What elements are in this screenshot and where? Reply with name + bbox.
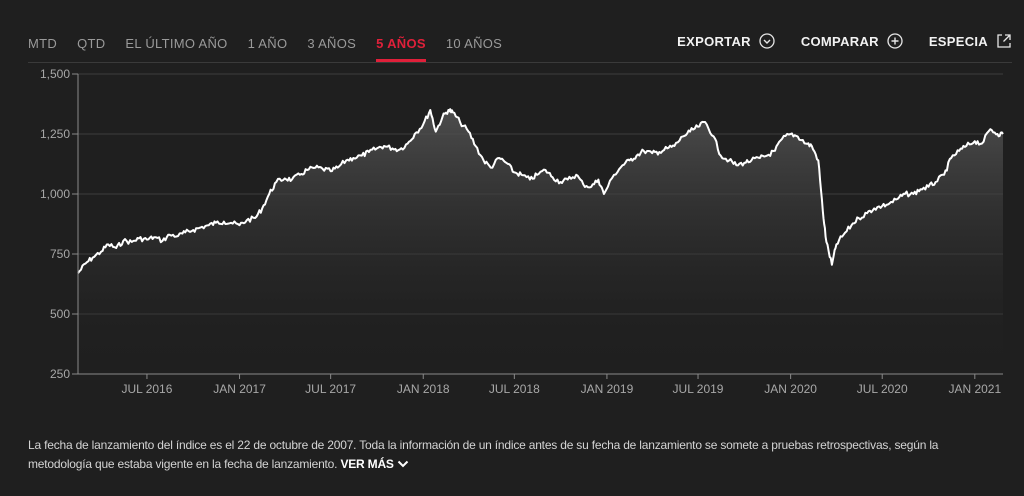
specs-button[interactable]: ESPECIA — [929, 33, 1012, 49]
tab-3y[interactable]: 3 AÑOS — [307, 36, 357, 51]
x-tick-label: JUL 2018 — [489, 382, 540, 396]
see-more-button[interactable]: VER MÁS — [340, 457, 409, 471]
disclaimer: La fecha de lanzamiento del índice es el… — [28, 436, 996, 474]
price-chart: 250 500 750 1,000 1,250 1,500 JUL 2016 JAN 2017… — [40, 67, 1004, 396]
x-tick-label: JAN 2020 — [764, 382, 817, 396]
external-link-icon — [996, 33, 1012, 49]
export-button[interactable]: EXPORTAR — [677, 33, 775, 49]
specs-label: ESPECIA — [928, 33, 988, 49]
toolbar-divider — [28, 62, 1012, 63]
tab-1y[interactable]: 1 AÑO — [247, 36, 288, 51]
compare-label: COMPARAR — [800, 33, 879, 49]
y-tick-label: 250 — [50, 367, 70, 381]
x-tick-label: JAN 2018 — [397, 382, 450, 396]
chart-actions: EXPORTAR COMPARAR ESPECIA — [677, 33, 1012, 49]
x-tick-label: JUL 2019 — [673, 382, 724, 396]
plus-circle-icon — [887, 33, 903, 49]
x-tick-label: JUL 2016 — [121, 382, 172, 396]
x-tick-label: JAN 2019 — [581, 382, 634, 396]
x-tick-label: JUL 2020 — [857, 382, 908, 396]
chevron-down-icon — [397, 460, 409, 468]
y-tick-label: 500 — [50, 307, 70, 321]
compare-button[interactable]: COMPARAR — [801, 33, 903, 49]
y-tick-label: 1,500 — [40, 67, 70, 81]
y-tick-label: 1,250 — [40, 127, 70, 141]
tab-ytd[interactable]: EL ÚLTIMO AÑO — [125, 36, 228, 51]
y-tick-label: 750 — [50, 247, 70, 261]
x-tick-label: JAN 2021 — [948, 382, 1001, 396]
x-tick-label: JUL 2017 — [305, 382, 356, 396]
series-area — [78, 109, 1003, 374]
export-label: EXPORTAR — [677, 33, 751, 49]
series-line — [77, 108, 1004, 274]
tab-mtd[interactable]: MTD — [28, 36, 58, 51]
x-tick-label: JAN 2017 — [213, 382, 266, 396]
disclaimer-text: La fecha de lanzamiento del índice es el… — [28, 438, 939, 471]
time-range-tabs: MTD QTD EL ÚLTIMO AÑO 1 AÑO 3 AÑOS 5 AÑO… — [28, 36, 502, 62]
tab-5y[interactable]: 5 AÑOS — [376, 36, 426, 62]
toolbar: MTD QTD EL ÚLTIMO AÑO 1 AÑO 3 AÑOS 5 AÑO… — [0, 0, 1024, 63]
see-more-label: VER MÁS — [340, 457, 394, 471]
tab-10y[interactable]: 10 AÑOS — [445, 36, 503, 51]
y-tick-label: 1,000 — [40, 187, 70, 201]
chevron-circle-icon — [759, 33, 775, 49]
tab-qtd[interactable]: QTD — [77, 36, 106, 51]
